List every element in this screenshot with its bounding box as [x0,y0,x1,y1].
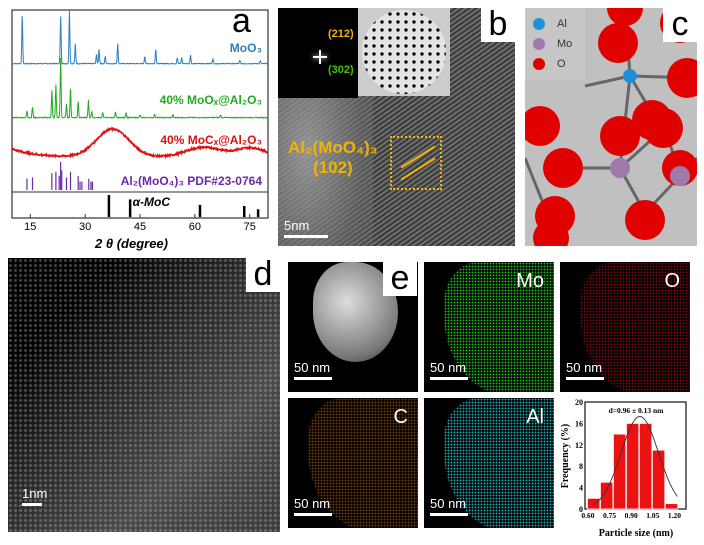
xrd-series-2 [11,126,269,160]
series-label: MoO₃ [230,41,262,55]
panel-letter-d: d [246,258,280,292]
al-atom-icon [533,18,545,30]
legend-mo: Mo [533,34,577,54]
reference-label: Al₂(MoO₄)₃ PDF#23-0764 [121,174,263,188]
hist-xlabel: Particle size (nm) [599,528,673,539]
y-tick-label: 0 [579,505,583,514]
panel-d-haadf-stem: 1nm d [8,258,280,532]
y-tick-label: 20 [575,398,583,407]
legend-o: O [533,54,577,74]
scale-bar: 50 nm [430,496,468,516]
y-tick-label: 8 [579,462,583,471]
x-tick-label: 1.20 [668,511,681,520]
xrd-xlabel: 2 θ (degree) [95,236,168,251]
lattice-box [390,136,442,190]
panel-c-crystal-structure: Al Mo O c [525,8,697,246]
hist-title: d=0.96 ± 0.13 nm [609,406,665,415]
scale-bar: 50 nm [294,360,332,380]
x-tick-label: 30 [79,221,91,233]
xrd-series-0 [12,9,269,65]
eds-tile-mo: Mo 50 nm [424,262,554,392]
panel-letter-a: a [232,2,251,40]
histogram-panel: 0 4 8 12 16 20 0.60 0.75 0.90 1.05 1.20 d=0.96 ± 0.… [560,398,692,540]
scale-bar: 50 nm [566,360,604,380]
simulated-diffraction-inset [358,8,450,96]
hist-bar [651,449,666,510]
y-tick-label: 16 [575,419,583,428]
element-label: C [393,406,408,428]
y-tick-label: 12 [575,441,583,450]
fft-inset: (212) (302) [278,8,358,98]
scale-bar: 50 nm [430,360,468,380]
element-label: Al [526,406,544,428]
scale-bar: 50 nm [294,496,332,516]
y-tick-label: 4 [579,484,583,493]
x-tick-label: 0.75 [603,511,616,520]
hist-bar [664,503,679,510]
panel-letter-e: e [383,261,417,296]
hist-bar [587,497,601,510]
o-atom-icon [533,58,545,70]
scale-bar-d: 1nm [22,486,47,506]
xrd-chart: 15 30 45 60 75 MoO₃ 40% MoOₓ@Al₂O₃ 40% MoCₓ@Al₂… [11,9,269,233]
hist-ylabel: Frequency (%) [560,424,571,489]
eds-tile-o: O 50 nm [560,262,690,392]
eds-tile-c: C 50 nm [288,398,418,528]
hist-bar [613,433,627,510]
x-tick-label: 15 [24,221,36,233]
xrd-series-1 [12,57,269,119]
hist-bar [626,422,640,510]
eds-signal [444,398,554,528]
particle-size-histogram: 0 4 8 12 16 20 0.60 0.75 0.90 1.05 1.20 d=0.96 ± 0.… [560,398,687,539]
atom-legend: Al Mo O [525,8,585,80]
mo-atom-icon [533,38,545,50]
series-label: 40% MoOₓ@Al₂O₃ [160,93,262,107]
eds-signal [580,262,690,392]
element-label: Mo [516,270,544,292]
hist-bar [600,481,614,510]
hist-bar [638,422,653,510]
element-label: O [664,270,680,292]
x-tick-label: 0.60 [581,511,594,520]
panel-letter-b: b [481,8,515,42]
x-tick-label: 1.05 [646,511,659,520]
panel-a-xrd: 15 30 45 60 75 MoO₃ 40% MoOₓ@Al₂O₃ 40% MoCₓ@Al₂… [0,0,275,252]
panel-b-hrtem: (212) (302) Al₂(MoO₄)₃ (102) 5nm b [278,8,515,246]
x-tick-label: 60 [189,221,201,233]
panel-letter-c: c [663,8,697,42]
lattice-label: Al₂(MoO₄)₃ (102) [288,138,378,177]
x-tick-label: 75 [244,221,256,233]
series-label: 40% MoCₓ@Al₂O₃ [160,133,262,147]
x-tick-label: 0.90 [625,511,638,520]
eds-signal [444,262,554,392]
eds-tile-al: Al 50 nm [424,398,554,528]
gaussian-fit-curve [593,415,678,505]
fft-spot-212: (212) [328,28,354,40]
panel-e-eds-mapping: 50 nm Mo 50 nm O 50 nm C 50 nm Al 50 nm [288,262,692,532]
eds-signal [308,398,418,528]
scale-bar-b: 5nm [284,218,328,238]
x-tick-label: 45 [134,221,146,233]
legend-al: Al [533,14,577,34]
reference-label: α-MoC [133,195,171,209]
fft-spot-302: (302) [328,64,354,76]
